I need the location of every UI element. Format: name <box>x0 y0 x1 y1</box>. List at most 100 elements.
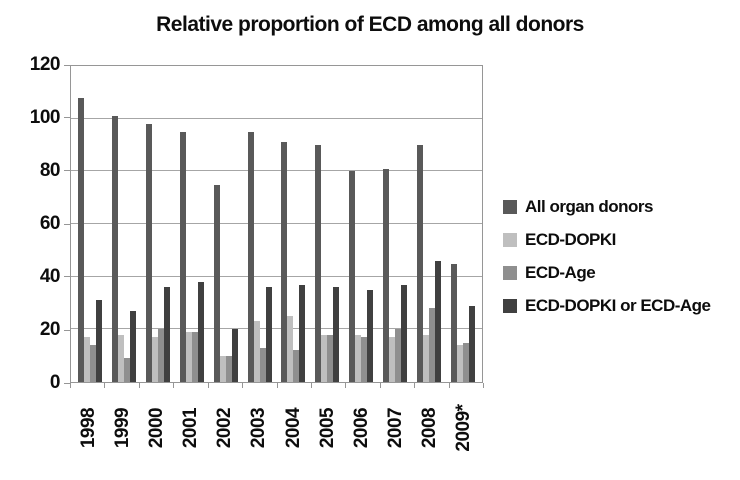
gridline-40 <box>71 275 482 277</box>
y-axis-tick-marks <box>64 64 70 384</box>
bar-ecd-age-2004 <box>293 350 300 382</box>
bar-group-2004 <box>277 66 311 382</box>
bar-all-organ-donors-2003 <box>247 131 254 382</box>
y-tick-label-80: 80 <box>39 159 61 181</box>
bar-ecd-dopki-1998 <box>83 337 90 382</box>
x-axis-tick-labels: 1998 1999 2000 2001 2002 2003 2004 2005 2006 2007… <box>70 389 483 467</box>
bar-all-organ-donors-2000 <box>145 123 152 382</box>
bar-ecd-dopki-or-ecd-age-2009 <box>469 305 476 382</box>
bar-ecd-dopki-or-ecd-age-2002 <box>231 329 238 382</box>
y-tick-mark-0 <box>64 382 70 384</box>
bar-row-1998 <box>77 66 102 382</box>
bar-row-2000 <box>145 66 170 382</box>
x-tick-label-1998: 1998 <box>78 407 100 449</box>
bar-ecd-age-1999 <box>123 358 130 382</box>
bar-group-2007 <box>378 66 412 382</box>
x-label-cell-2001: 2001 <box>174 389 208 467</box>
x-tick-mark-12 <box>483 383 484 388</box>
bar-row-2001 <box>179 66 204 382</box>
bar-ecd-age-2003 <box>259 347 266 382</box>
bar-series-container <box>71 66 482 382</box>
bar-ecd-dopki-or-ecd-age-2001 <box>197 281 204 382</box>
bar-ecd-dopki-or-ecd-age-2000 <box>163 287 170 382</box>
bar-row-2008 <box>417 66 442 382</box>
bar-ecd-age-2005 <box>327 334 334 382</box>
bar-ecd-dopki-or-ecd-age-2003 <box>265 287 272 382</box>
gridlines <box>71 66 482 382</box>
bar-row-2003 <box>247 66 272 382</box>
x-tick-mark-10 <box>414 383 416 388</box>
x-tick-label-2002: 2002 <box>214 407 236 449</box>
legend-swatch-ecd-age <box>503 266 517 280</box>
y-tick-label-40: 40 <box>39 265 61 287</box>
x-label-cell-2006: 2006 <box>345 389 379 467</box>
y-tick-label-120: 120 <box>29 54 61 75</box>
bar-ecd-dopki-2009 <box>457 345 464 382</box>
legend: All organ donors ECD-DOPKI ECD-Age ECD-DOPK… <box>503 197 711 316</box>
x-tick-mark-4 <box>207 383 209 388</box>
bar-ecd-age-2009 <box>463 342 470 382</box>
x-label-cell-2003: 2003 <box>242 389 276 467</box>
bar-group-2009 <box>446 66 480 382</box>
bar-row-1999 <box>111 66 136 382</box>
x-tick-label-2004: 2004 <box>282 407 304 449</box>
bar-group-2005 <box>310 66 344 382</box>
bar-all-organ-donors-1998 <box>77 97 84 382</box>
legend-swatch-ecd-dopki-or-ecd-age <box>503 299 517 313</box>
x-tick-mark-9 <box>379 383 381 388</box>
bar-group-2002 <box>209 66 243 382</box>
x-tick-mark-6 <box>276 383 278 388</box>
x-tick-mark-11 <box>448 383 450 388</box>
bar-ecd-age-1998 <box>89 345 96 382</box>
bar-ecd-dopki-1999 <box>117 334 124 382</box>
bar-ecd-dopki-or-ecd-age-1999 <box>129 310 136 382</box>
x-label-cell-2009: 2009* <box>447 389 481 467</box>
legend-item-all-organ-donors: All organ donors <box>503 197 711 217</box>
bar-all-organ-donors-2001 <box>179 131 186 382</box>
legend-item-ecd-dopki: ECD-DOPKI <box>503 230 711 250</box>
x-tick-label-2001: 2001 <box>180 407 202 449</box>
legend-swatch-ecd-dopki <box>503 233 517 247</box>
bar-all-organ-donors-2007 <box>383 168 390 382</box>
gridline-60 <box>71 223 482 224</box>
gridline-100 <box>71 117 482 119</box>
x-label-cell-2000: 2000 <box>140 389 174 467</box>
x-tick-mark-3 <box>173 383 175 388</box>
x-label-cell-2005: 2005 <box>311 389 345 467</box>
x-label-cell-1998: 1998 <box>72 389 106 467</box>
x-tick-mark-2 <box>138 383 140 388</box>
bar-ecd-dopki-2001 <box>185 331 192 382</box>
chart-title: Relative proportion of ECD among all don… <box>156 13 584 36</box>
bar-group-1999 <box>107 66 141 382</box>
x-label-cell-2002: 2002 <box>208 389 242 467</box>
legend-label-ecd-dopki-or-ecd-age: ECD-DOPKI or ECD-Age <box>525 296 711 315</box>
bar-all-organ-donors-1999 <box>111 116 118 382</box>
bar-group-2001 <box>175 66 209 382</box>
legend-label-all-organ-donors: All organ donors <box>525 197 654 216</box>
bar-group-2008 <box>412 66 446 382</box>
legend-swatch-all-organ-donors <box>503 200 517 214</box>
bar-all-organ-donors-2005 <box>315 145 322 382</box>
bar-all-organ-donors-2008 <box>417 145 424 382</box>
bar-ecd-dopki-or-ecd-age-2005 <box>333 287 340 382</box>
bar-group-1998 <box>73 66 107 382</box>
bar-ecd-dopki-or-ecd-age-2004 <box>299 284 306 382</box>
bar-ecd-dopki-2005 <box>321 334 328 382</box>
bar-ecd-dopki-2002 <box>219 355 226 382</box>
gridline-20 <box>71 328 482 330</box>
bar-ecd-age-2001 <box>191 331 198 382</box>
y-tick-label-60: 60 <box>39 213 61 234</box>
bar-ecd-dopki-or-ecd-age-2006 <box>367 289 374 382</box>
y-tick-mark-80 <box>64 170 70 172</box>
y-tick-label-0: 0 <box>49 372 61 393</box>
bar-ecd-dopki-2007 <box>389 337 396 382</box>
y-tick-mark-40 <box>64 276 70 278</box>
bar-ecd-dopki-2000 <box>151 337 158 382</box>
bar-all-organ-donors-2004 <box>281 142 288 382</box>
bar-ecd-age-2006 <box>361 337 368 382</box>
y-tick-mark-20 <box>64 329 70 331</box>
x-tick-mark-0 <box>70 383 71 388</box>
bar-ecd-dopki-or-ecd-age-2007 <box>401 284 408 382</box>
bar-row-2009 <box>451 66 476 382</box>
